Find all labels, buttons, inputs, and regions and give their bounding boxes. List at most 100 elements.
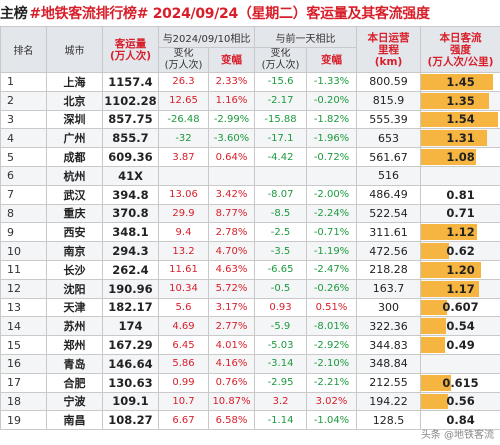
intensity-cell: 0.54 — [420, 316, 500, 337]
change-vs-date-cell: 9.4 — [158, 222, 209, 243]
city-cell: 深圳 — [46, 109, 103, 130]
volume-cell: 146.64 — [102, 353, 159, 374]
pct-vs-prev-cell: -2.24% — [306, 203, 358, 224]
change-vs-prev-cell: -5.03 — [254, 335, 308, 355]
volume-cell: 857.75 — [102, 109, 159, 130]
table-row: 1 上海 1157.4 26.3 2.33% -15.6 -1.33% 800.59 1.45 — [0, 72, 500, 92]
table-row: 6 杭州 41X 516 — [0, 165, 500, 186]
rank-cell: 1 — [0, 72, 47, 92]
rank-cell: 17 — [0, 372, 47, 393]
change-vs-prev-cell: -2.95 — [254, 372, 308, 393]
volume-cell: 370.8 — [102, 203, 159, 224]
change-vs-prev-cell: -0.5 — [254, 278, 308, 299]
intensity-value: 0.84 — [446, 413, 475, 428]
city-cell: 上海 — [46, 72, 103, 92]
km-cell: 300 — [356, 297, 422, 318]
table-row: 4 广州 855.7 -32 -3.60% -17.1 -1.96% 653 1.31 — [0, 128, 500, 149]
intensity-value: 1.31 — [446, 131, 475, 146]
pct-vs-date-cell: 0.76% — [207, 372, 256, 393]
city-cell: 杭州 — [46, 165, 103, 186]
change-vs-date-cell: 12.65 — [158, 90, 209, 111]
change-vs-prev-cell: -2.17 — [254, 90, 308, 111]
intensity-bar — [421, 374, 452, 391]
city-cell: 西安 — [46, 222, 103, 243]
intensity-cell: 0.607 — [420, 297, 500, 318]
city-cell: 南昌 — [46, 410, 103, 431]
intensity-value: 0.607 — [442, 300, 479, 315]
header-intensity: 本日客流 强度 (万人次/公里) — [420, 26, 500, 73]
header-rank: 排名 — [0, 26, 47, 73]
km-cell: 344.83 — [356, 335, 422, 355]
table-body: 1 上海 1157.4 26.3 2.33% -15.6 -1.33% 800.59 1.45 2… — [0, 72, 500, 431]
intensity-cell — [420, 165, 500, 186]
change-vs-date-cell: 11.61 — [158, 259, 209, 280]
intensity-cell: 0.84 — [420, 410, 500, 431]
volume-cell: 348.1 — [102, 222, 159, 243]
change-vs-date-cell: 10.34 — [158, 278, 209, 299]
title-sub: #地铁客流排行榜# 2024/09/24（星期二）客运量及其客流强度 — [29, 5, 430, 22]
intensity-value: 1.20 — [446, 262, 475, 277]
pct-vs-prev-cell: -1.82% — [306, 109, 358, 130]
intensity-value: 0.56 — [446, 394, 475, 409]
table-row: 11 长沙 262.4 11.61 4.63% -6.65 -2.47% 218.28 1.20 — [0, 259, 500, 280]
km-cell: 218.28 — [356, 259, 422, 280]
pct-vs-prev-cell: -0.20% — [306, 90, 358, 111]
city-cell: 南京 — [46, 241, 103, 261]
table-row: 13 天津 182.17 5.6 3.17% 0.93 0.51% 300 0.607 — [0, 297, 500, 318]
table-row: 10 南京 294.3 13.2 4.70% -3.5 -1.19% 472.56 0.62 — [0, 241, 500, 261]
page-title: 主榜 #地铁客流排行榜# 2024/09/24（星期二）客运量及其客流强度 — [0, 0, 500, 25]
table-row: 7 武汉 394.8 13.06 3.42% -8.07 -2.00% 486.49 0.81 — [0, 184, 500, 205]
intensity-bar — [421, 130, 487, 147]
city-cell: 青岛 — [46, 353, 103, 374]
change-vs-date-cell: 6.67 — [158, 410, 209, 431]
city-cell: 宁波 — [46, 391, 103, 412]
pct-vs-prev-cell: -0.71% — [306, 222, 358, 243]
table-row: 19 南昌 108.27 6.67 6.58% -1.14 -1.04% 128.5 0.84 — [0, 410, 500, 431]
intensity-cell: 1.45 — [420, 72, 500, 92]
volume-cell: 182.17 — [102, 297, 159, 318]
pct-vs-date-cell: 10.87% — [207, 391, 256, 412]
intensity-bar — [421, 111, 498, 128]
intensity-cell — [420, 353, 500, 374]
km-cell: 194.22 — [356, 391, 422, 412]
change-vs-date-cell: 5.86 — [158, 353, 209, 374]
intensity-value: 0.54 — [446, 319, 475, 334]
pct-vs-prev-cell: -2.00% — [306, 184, 358, 205]
pct-vs-date-cell: 2.78% — [207, 222, 256, 243]
intensity-value: 1.08 — [446, 150, 475, 165]
pct-vs-date-cell: -3.60% — [207, 128, 256, 149]
pct-vs-date-cell: 2.33% — [207, 72, 256, 92]
intensity-value: 0.49 — [446, 338, 475, 353]
change-vs-date-cell: 3.87 — [158, 147, 209, 167]
table-row: 14 苏州 174 4.69 2.77% -5.9 -8.01% 322.36 0.54 — [0, 316, 500, 337]
volume-cell: 1157.4 — [102, 72, 159, 92]
change-vs-prev-cell: 3.2 — [254, 391, 308, 412]
volume-cell: 41X — [102, 165, 159, 186]
pct-vs-date-cell: 4.16% — [207, 353, 256, 374]
intensity-cell: 0.615 — [420, 372, 500, 393]
volume-cell: 167.29 — [102, 335, 159, 355]
city-cell: 广州 — [46, 128, 103, 149]
change-vs-date-cell: 29.9 — [158, 203, 209, 224]
volume-cell: 394.8 — [102, 184, 159, 205]
pct-vs-prev-cell: -2.21% — [306, 372, 358, 393]
pct-vs-date-cell: 4.01% — [207, 335, 256, 355]
rank-cell: 10 — [0, 241, 47, 261]
rank-cell: 9 — [0, 222, 47, 243]
rank-cell: 8 — [0, 203, 47, 224]
change-vs-date-cell: -26.48 — [158, 109, 209, 130]
intensity-value: 1.35 — [446, 93, 475, 108]
pct-vs-prev-cell: -2.92% — [306, 335, 358, 355]
city-cell: 北京 — [46, 90, 103, 111]
title-main: 主榜 — [0, 5, 28, 22]
header-city: 城市 — [46, 26, 103, 73]
header-volume: 客运量 (万人次) — [102, 26, 159, 73]
city-cell: 武汉 — [46, 184, 103, 205]
ranking-table-wrap: 排名 城市 客运量 (万人次) 与2024/09/10相比 与前一天相比 本日运… — [0, 26, 500, 431]
km-cell: 163.7 — [356, 278, 422, 299]
header-vs-prev: 与前一天相比 — [254, 26, 358, 48]
intensity-cell: 0.71 — [420, 203, 500, 224]
intensity-value: 0.62 — [446, 244, 475, 259]
intensity-bar — [421, 280, 480, 297]
change-vs-prev-cell: -15.88 — [254, 109, 308, 130]
